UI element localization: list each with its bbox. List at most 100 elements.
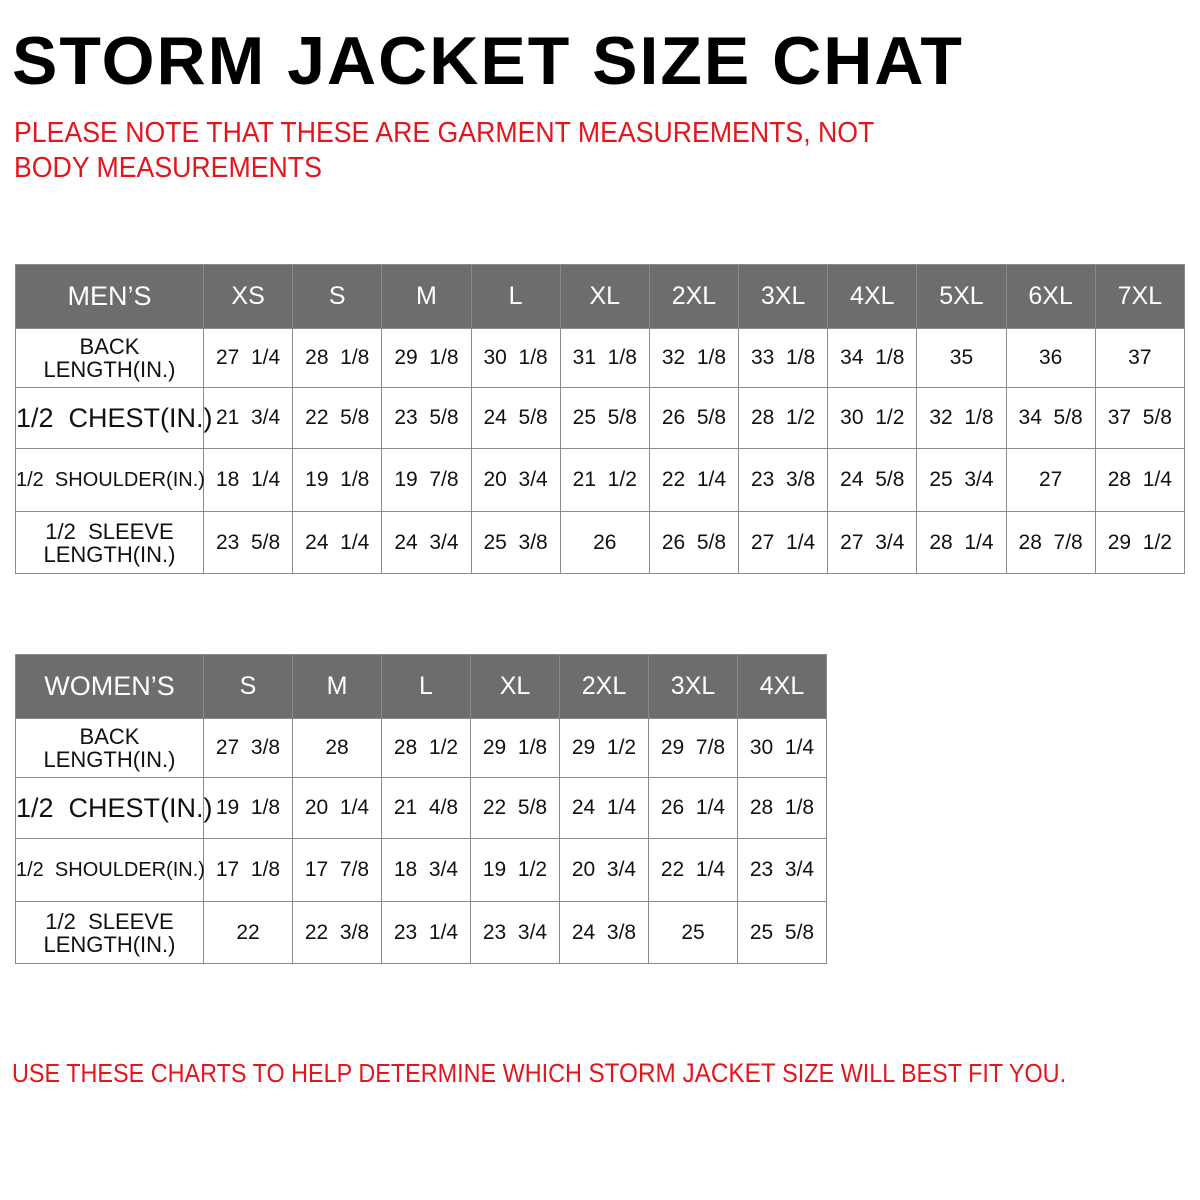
footer-text-1: USE THESE CHARTS TO HELP DETERMINE WHICH <box>12 1058 589 1088</box>
measurement-value: 19 7/8 <box>381 448 472 512</box>
measurement-value: 27 1/4 <box>738 511 829 574</box>
table-row: BACK LENGTH(IN.) 27 3/8 28 28 1/2 29 1/8 29 1… <box>15 718 827 778</box>
measurement-value: 26 1/4 <box>648 777 738 839</box>
size-header: 2XL <box>559 654 649 719</box>
measurement-value: 21 3/4 <box>202 387 294 449</box>
measurement-value: 22 1/4 <box>648 838 738 902</box>
measurement-value: 28 1/8 <box>292 328 383 388</box>
size-header: 6XL <box>1005 264 1096 329</box>
measurement-label: 1/2 CHEST(IN.) <box>15 777 213 839</box>
measurement-value: 25 3/8 <box>470 511 561 574</box>
table-label: WOMEN’S <box>15 654 204 719</box>
size-header: XS <box>202 264 294 329</box>
table-row: 1/2 SHOULDER(IN.) 18 1/4 19 1/8 19 7/8 20 3/… <box>15 448 1186 512</box>
size-header: M <box>381 264 472 329</box>
size-header: XL <box>470 654 560 719</box>
measurement-value: 30 1/8 <box>470 328 561 388</box>
size-header: S <box>203 654 293 719</box>
measurement-value: 24 1/4 <box>559 777 649 839</box>
measurement-value: 24 5/8 <box>827 448 918 512</box>
measurement-value: 31 1/8 <box>559 328 650 388</box>
measurement-value: 20 1/4 <box>292 777 382 839</box>
measurement-value: 19 1/8 <box>203 777 293 839</box>
measurement-value: 27 3/4 <box>827 511 918 574</box>
measurement-value: 26 <box>559 511 650 574</box>
measurement-value: 22 <box>203 901 293 964</box>
measurement-label: BACK LENGTH(IN.) <box>15 328 204 388</box>
measurement-value: 28 <box>292 718 382 778</box>
measurement-value: 23 5/8 <box>202 511 294 574</box>
measurement-value: 26 5/8 <box>648 387 740 449</box>
measurement-value: 25 <box>648 901 738 964</box>
garment-note: PLEASE NOTE THAT THESE ARE GARMENT MEASU… <box>14 117 874 184</box>
measurement-value: 19 1/2 <box>470 838 560 902</box>
measurement-value: 20 3/4 <box>559 838 649 902</box>
header-row: MEN’S XS S M L XL 2XL 3XL 4XL 5XL 6XL 7XL <box>15 264 1186 329</box>
measurement-value: 22 3/8 <box>292 901 382 964</box>
measurement-value: 22 5/8 <box>292 387 383 449</box>
table-row: 1/2 SLEEVE LENGTH(IN.) 23 5/8 24 1/4 24 3/4… <box>15 511 1186 574</box>
measurement-value: 28 1/2 <box>738 387 829 449</box>
footer-text-2: SIZE WILL BEST FIT YOU. <box>775 1058 1067 1088</box>
measurement-value: 30 1/4 <box>737 718 827 778</box>
measurement-value: 28 7/8 <box>1005 511 1096 574</box>
measurement-value: 22 1/4 <box>648 448 740 512</box>
measurement-value: 23 3/4 <box>737 838 827 902</box>
size-header: 4XL <box>827 264 918 329</box>
table-row: 1/2 SHOULDER(IN.) 17 1/8 17 7/8 18 3/4 19 1/… <box>15 838 827 902</box>
table-row: BACK LENGTH(IN.) 27 1/4 28 1/8 29 1/8 30 1/8… <box>15 328 1186 388</box>
measurement-value: 23 3/4 <box>470 901 560 964</box>
header-row: WOMEN’S S M L XL 2XL 3XL 4XL <box>15 654 827 719</box>
measurement-value: 20 3/4 <box>470 448 561 512</box>
measurement-value: 28 1/8 <box>737 777 827 839</box>
measurement-value: 28 1/2 <box>381 718 471 778</box>
measurement-value: 24 1/4 <box>292 511 383 574</box>
size-header: 3XL <box>648 654 738 719</box>
size-header: M <box>292 654 382 719</box>
measurement-value: 32 1/8 <box>916 387 1007 449</box>
measurement-value: 29 1/2 <box>559 718 649 778</box>
size-header: 7XL <box>1094 264 1186 329</box>
measurement-value: 22 5/8 <box>470 777 560 839</box>
measurement-label: 1/2 SLEEVE LENGTH(IN.) <box>15 511 204 574</box>
measurement-value: 26 5/8 <box>648 511 740 574</box>
measurement-value: 18 1/4 <box>202 448 294 512</box>
measurement-value: 29 1/8 <box>470 718 560 778</box>
measurement-value: 24 3/8 <box>559 901 649 964</box>
measurement-value: 17 1/8 <box>203 838 293 902</box>
measurement-value: 28 1/4 <box>1094 448 1186 512</box>
womens-size-table: WOMEN’S S M L XL 2XL 3XL 4XL BACK LENGTH(IN.) 27 … <box>15 654 827 964</box>
measurement-value: 23 5/8 <box>381 387 472 449</box>
size-header: 5XL <box>916 264 1007 329</box>
size-header: S <box>292 264 383 329</box>
size-header: 4XL <box>737 654 827 719</box>
measurement-value: 21 1/2 <box>559 448 650 512</box>
mens-size-table: MEN’S XS S M L XL 2XL 3XL 4XL 5XL 6XL 7XL BACK LENGT… <box>15 264 1186 574</box>
page-title: STORM JACKET SIZE CHAT <box>12 23 964 99</box>
measurement-value: 25 5/8 <box>559 387 650 449</box>
measurement-value: 34 5/8 <box>1005 387 1096 449</box>
footer-product: STORM JACKET <box>588 1058 776 1088</box>
size-header: L <box>381 654 471 719</box>
measurement-label: 1/2 SLEEVE LENGTH(IN.) <box>15 901 204 964</box>
measurement-value: 37 <box>1094 328 1186 388</box>
measurement-value: 36 <box>1005 328 1096 388</box>
measurement-value: 24 3/4 <box>381 511 472 574</box>
size-header: 3XL <box>738 264 829 329</box>
measurement-value: 29 7/8 <box>648 718 738 778</box>
size-header: 2XL <box>648 264 740 329</box>
measurement-value: 23 1/4 <box>381 901 471 964</box>
measurement-value: 25 5/8 <box>737 901 827 964</box>
measurement-value: 34 1/8 <box>827 328 918 388</box>
measurement-value: 29 1/8 <box>381 328 472 388</box>
measurement-value: 21 4/8 <box>381 777 471 839</box>
measurement-label: BACK LENGTH(IN.) <box>15 718 204 778</box>
measurement-value: 37 5/8 <box>1094 387 1186 449</box>
measurement-value: 30 1/2 <box>827 387 918 449</box>
measurement-value: 17 7/8 <box>292 838 382 902</box>
measurement-value: 27 <box>1005 448 1096 512</box>
measurement-value: 25 3/4 <box>916 448 1007 512</box>
measurement-value: 27 3/8 <box>203 718 293 778</box>
measurement-value: 19 1/8 <box>292 448 383 512</box>
measurement-label: 1/2 SHOULDER(IN.) <box>15 448 205 512</box>
